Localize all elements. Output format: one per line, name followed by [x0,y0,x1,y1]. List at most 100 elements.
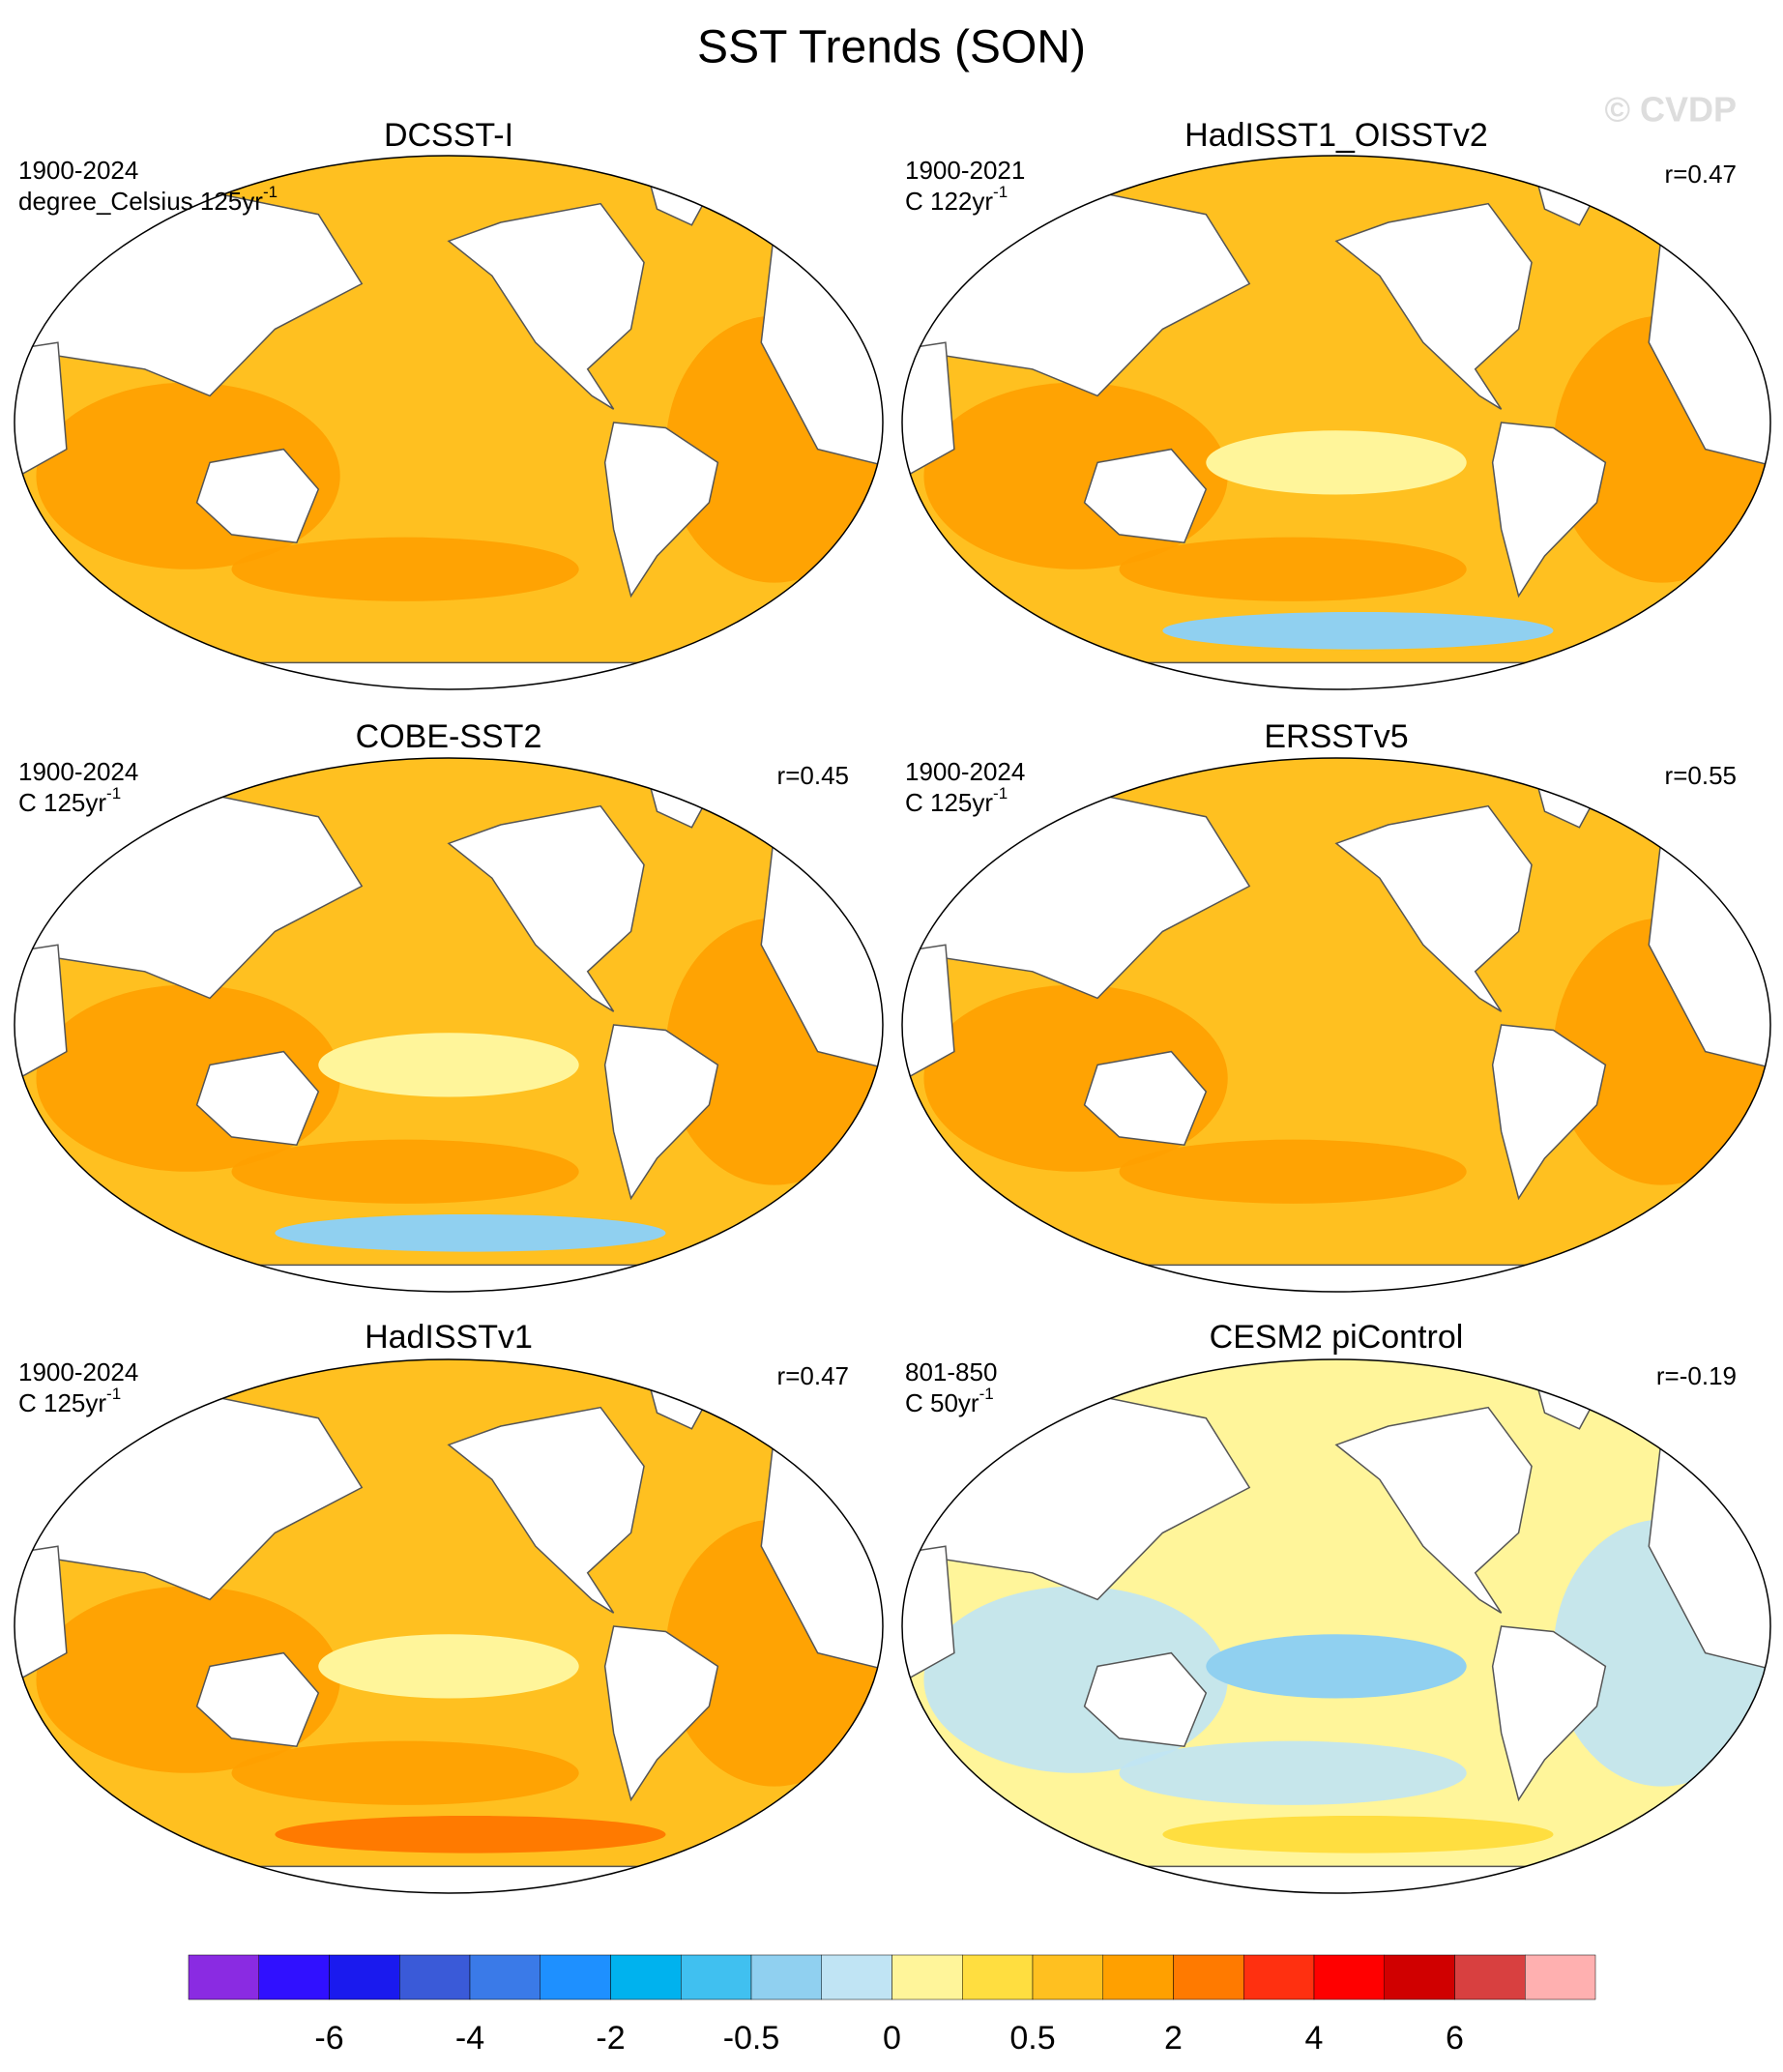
colorbar-box [892,1954,963,2000]
colorbar-box [540,1954,611,2000]
figure-title: SST Trends (SON) [697,22,1086,73]
panel-title: DCSST-I [384,117,513,154]
units-exponent: -1 [993,784,1008,803]
land [1491,1024,1607,1201]
anomaly [1119,1740,1467,1805]
period-label: 1900-2024 [18,156,138,185]
colorbar-box [258,1954,330,2000]
land [447,202,645,410]
colorbar-box [399,1954,471,2000]
map [15,156,883,689]
units-exponent: -1 [106,784,121,803]
colorbar-label: -6 [314,2020,343,2057]
land [195,1050,320,1147]
colorbar-label: -2 [596,2020,625,2057]
colorbar-label: 4 [1305,2020,1324,2057]
map [15,758,883,1292]
units-label: C 125yr-1 [905,784,1008,816]
land [603,1024,719,1201]
panel-title: CESM2 piControl [1210,1319,1464,1356]
panel-title: HadISSTv1 [365,1319,533,1356]
anomaly [1162,1815,1554,1853]
units: C 50yr [905,1388,979,1417]
land [1648,832,1770,1080]
anomaly [231,1740,579,1805]
colorbar-box [1384,1954,1455,2000]
panel-title: COBE-SST2 [356,718,542,755]
anomaly [1119,537,1467,601]
period-label: 1900-2024 [18,1357,138,1386]
correlation-label: r=-0.19 [1656,1361,1737,1390]
watermark: © CVDP [1604,90,1737,130]
panel-title: ERSSTv5 [1264,718,1408,755]
colorbar-label: -4 [455,2020,484,2057]
correlation-label: r=0.47 [1665,160,1737,189]
units-label: C 122yr-1 [905,183,1008,215]
anomaly [231,1139,579,1204]
period-label: 801-850 [905,1357,997,1386]
units: degree_Celsius 125yr [18,187,263,216]
units-exponent: -1 [263,183,278,201]
period-label: 1900-2024 [18,757,138,786]
units-label: C 125yr-1 [18,784,121,816]
colorbar-label: -0.5 [723,2020,780,2057]
period-label: 1900-2021 [905,156,1025,185]
land [1334,1406,1533,1614]
colorbar-label: 0.5 [1009,2020,1055,2057]
land [1334,804,1533,1012]
correlation-label: r=0.55 [1665,761,1737,790]
land [603,422,719,598]
map-border [14,1358,884,1894]
land [1491,422,1607,598]
land [1334,202,1533,410]
colorbar-box [469,1954,541,2000]
colorbar-box [1032,1954,1103,2000]
units-exponent: -1 [993,183,1008,201]
land [1648,1433,1770,1681]
land [1491,1625,1607,1802]
units-label: degree_Celsius 125yr-1 [18,183,278,215]
map-border [901,155,1771,690]
colorbar-box [1243,1954,1315,2000]
land [760,832,883,1080]
colorbar-label: 6 [1446,2020,1464,2057]
map [902,156,1770,689]
units-exponent: -1 [106,1385,121,1403]
map-border [14,155,884,690]
colorbar-box [750,1954,822,2000]
colorbar-box [962,1954,1034,2000]
anomaly [231,537,579,601]
period-label: 1900-2024 [905,757,1025,786]
land [1083,1651,1208,1748]
land [1648,229,1770,478]
units: C 125yr [18,1388,106,1417]
anomaly [275,1815,666,1853]
anomaly [1119,1139,1467,1204]
anomaly [318,1634,579,1699]
colorbar-box [1313,1954,1385,2000]
land [447,804,645,1012]
anomaly [1206,430,1467,495]
land [760,1433,883,1681]
anomaly [275,1213,666,1252]
land [1083,1050,1208,1147]
land [1083,448,1208,544]
map [15,1359,883,1893]
map-border [901,757,1771,1293]
colorbar-box [821,1954,892,2000]
units: C 125yr [905,788,993,817]
map-border [901,1358,1771,1894]
colorbar-label: 0 [883,2020,901,2057]
colorbar-label: 2 [1164,2020,1183,2057]
units: C 125yr [18,788,106,817]
map-border [14,757,884,1293]
units-label: C 125yr-1 [18,1385,121,1416]
colorbar-box [1525,1954,1596,2000]
land [195,448,320,544]
units-exponent: -1 [979,1385,994,1403]
